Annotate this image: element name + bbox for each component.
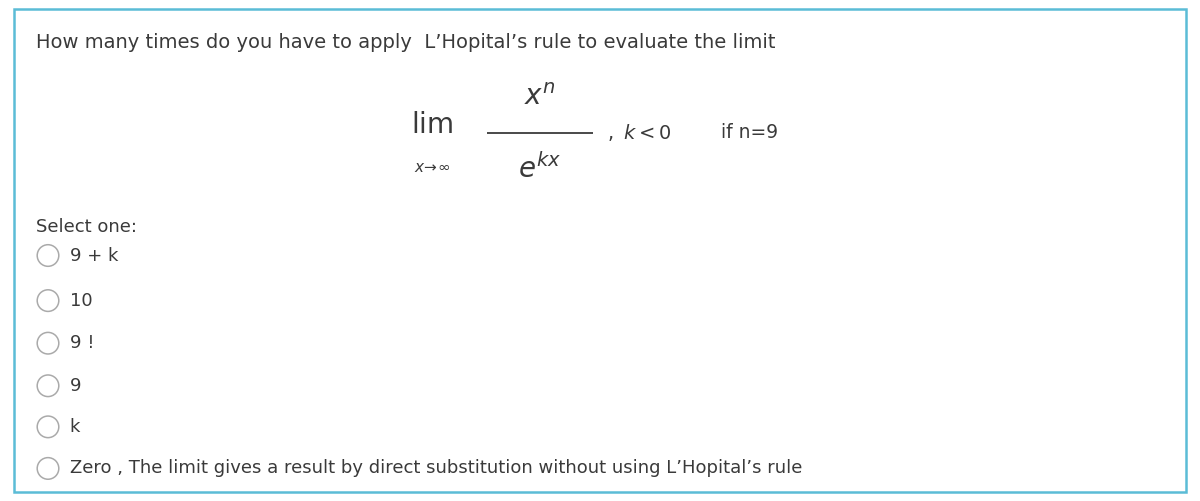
Text: 9 !: 9 ! xyxy=(70,334,94,352)
Text: 9: 9 xyxy=(70,377,82,395)
Text: Zero , The limit gives a result by direct substitution without using L’Hopital’s: Zero , The limit gives a result by direc… xyxy=(70,459,802,477)
Text: k: k xyxy=(70,418,80,436)
Text: Select one:: Select one: xyxy=(36,218,137,236)
Text: $x^{n}$: $x^{n}$ xyxy=(524,83,556,111)
Text: $x\!\rightarrow\!\infty$: $x\!\rightarrow\!\infty$ xyxy=(414,160,450,175)
Text: $e^{kx}$: $e^{kx}$ xyxy=(518,153,562,184)
Text: $\mathrm{lim}$: $\mathrm{lim}$ xyxy=(410,111,454,139)
FancyBboxPatch shape xyxy=(14,9,1186,492)
Text: if n=9: if n=9 xyxy=(721,123,779,142)
Text: How many times do you have to apply  L’Hopital’s rule to evaluate the limit: How many times do you have to apply L’Ho… xyxy=(36,33,775,52)
Text: $,\ k<0$: $,\ k<0$ xyxy=(607,122,672,143)
Text: 10: 10 xyxy=(70,292,92,310)
Text: 9 + k: 9 + k xyxy=(70,246,118,265)
